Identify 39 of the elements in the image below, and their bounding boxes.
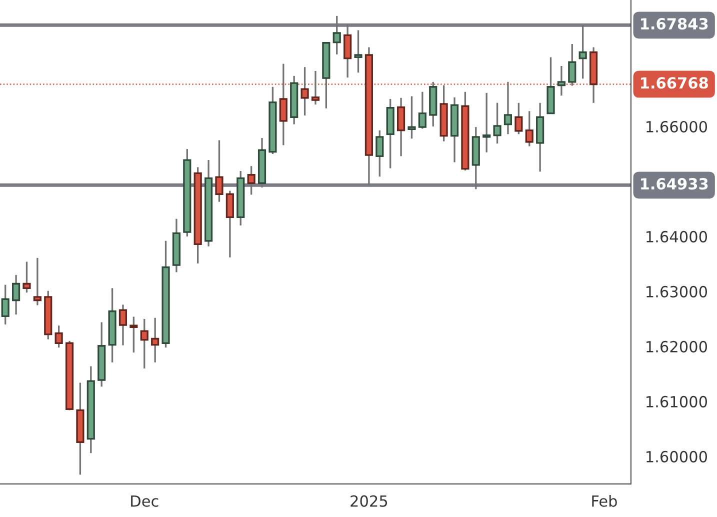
candlestick — [247, 165, 256, 196]
candlestick — [354, 29, 362, 74]
x-tick-label: Dec — [131, 495, 158, 507]
candlestick — [12, 274, 20, 316]
candlestick — [54, 324, 63, 348]
y-tick-label: 1.61000 — [646, 396, 708, 408]
candlestick — [376, 129, 384, 178]
x-tick-label: 2025 — [350, 495, 388, 507]
candlestick — [514, 102, 523, 136]
y-tick-label: 1.62000 — [646, 340, 708, 352]
candlestick — [504, 81, 512, 136]
candlestick — [344, 23, 352, 78]
ref-line-label: 1.66768 — [641, 77, 708, 89]
y-tick-label: 1.63000 — [646, 286, 708, 298]
candlestick — [396, 97, 406, 158]
candlestick — [578, 24, 587, 80]
x-tick-label: Feb — [592, 495, 617, 507]
candlestick — [226, 190, 234, 258]
candlestick — [408, 95, 416, 140]
candlestick — [118, 304, 128, 346]
candlestick — [418, 91, 426, 130]
y-tick-label: 1.64000 — [646, 230, 708, 242]
candlestick — [482, 92, 491, 154]
candlestick — [332, 15, 341, 56]
ref-line-label: 1.64933 — [641, 178, 708, 190]
y-tick-label: 1.60000 — [646, 450, 708, 462]
candlestick — [151, 317, 160, 364]
candlestick — [33, 257, 42, 306]
candlestick — [493, 102, 502, 144]
candlestick — [140, 318, 148, 370]
candlestick — [215, 139, 224, 203]
candlestick — [22, 260, 31, 294]
candlestick — [1, 284, 10, 326]
candlestick — [525, 110, 534, 148]
candlestick — [557, 65, 566, 97]
candlestick — [568, 43, 576, 87]
ref-line-label: 1.67843 — [641, 18, 708, 30]
y-tick-label: 1.66000 — [646, 120, 708, 132]
candlestick — [130, 316, 138, 354]
